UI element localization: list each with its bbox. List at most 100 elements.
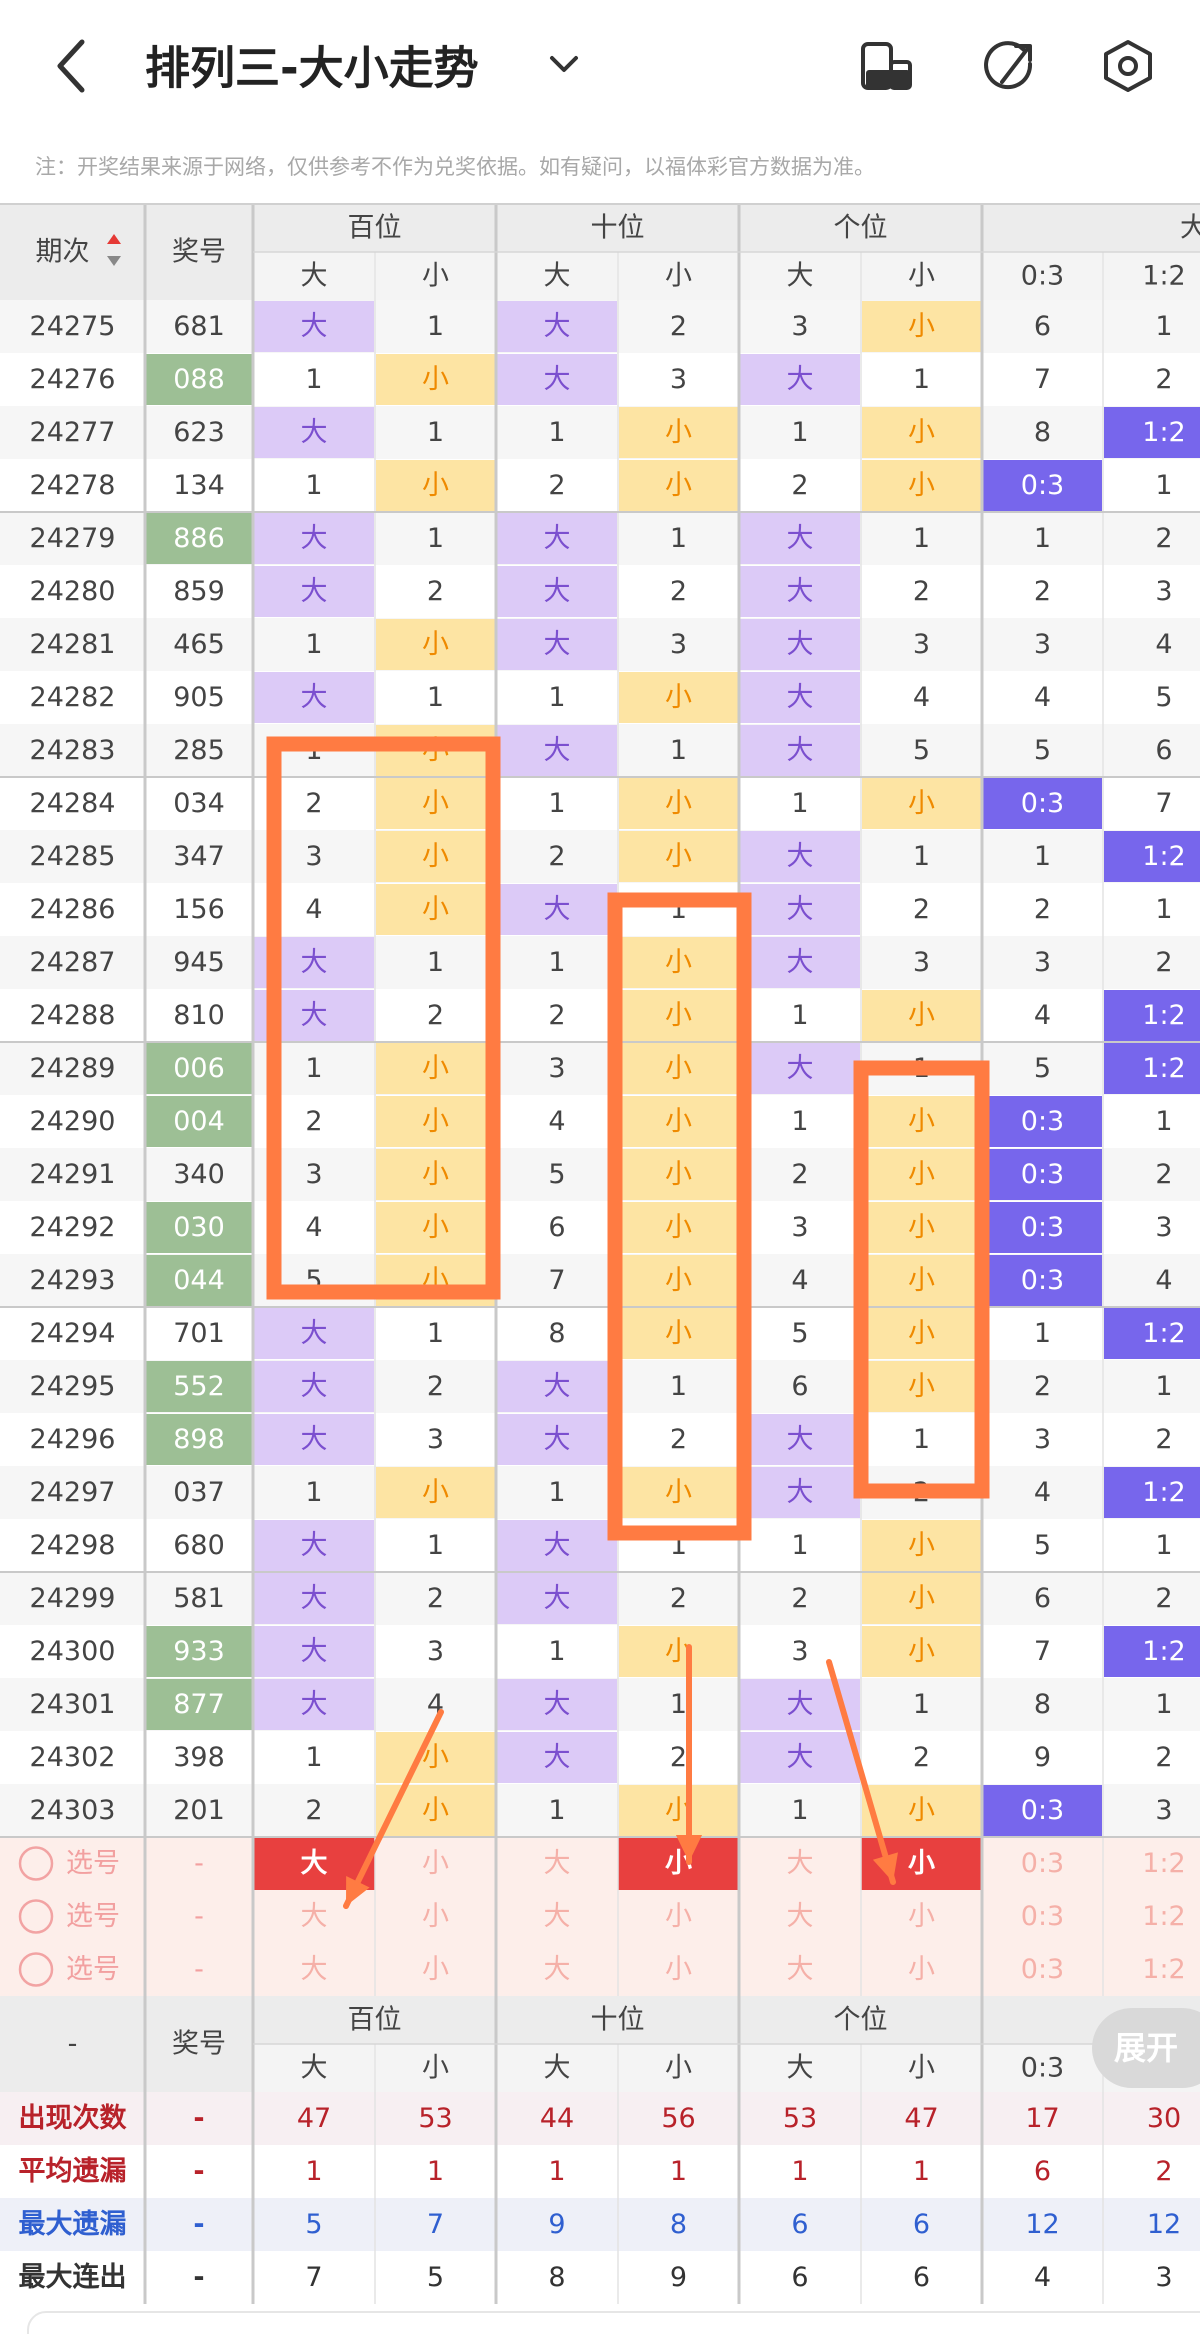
selection-cell[interactable]: 0:3 [1021,1954,1064,1985]
selection-cell[interactable]: 小 [422,1848,449,1879]
selection-cell[interactable]: 大 [787,1848,814,1879]
cell-bg [497,354,617,405]
cell-bg [254,407,374,458]
selection-label: 选号 [66,1848,120,1879]
cell: 3 [1034,629,1051,660]
cell: 1 [1155,1106,1172,1137]
stats-value: 6 [1034,2156,1051,2187]
selection-cell[interactable]: 大 [787,1954,814,1985]
expand-button[interactable] [1092,2008,1200,2088]
stats-value: 56 [661,2103,695,2134]
period: 24291 [30,1159,116,1190]
selection-cell[interactable]: 小 [665,1954,692,1985]
cell-bg [740,672,860,723]
selection-cell[interactable]: 小 [422,1901,449,1932]
cell: 4 [791,1265,808,1296]
select-radio[interactable] [18,1952,54,1987]
selection-cell[interactable]: 1:2 [1142,1901,1185,1932]
group-header: 十位 [591,213,645,244]
selection-cell[interactable]: 大 [787,1901,814,1932]
cell: 1 [305,1477,322,1508]
cell: 1 [548,417,565,448]
period: 24277 [30,417,116,448]
number-highlight [146,1096,252,1147]
period: 24292 [30,1212,116,1243]
stats-value: 7 [427,2209,444,2240]
cell-bg [862,1520,981,1571]
cell: 小 [908,1265,935,1296]
cell: 1 [1155,1689,1172,1720]
cell: 1 [791,1106,808,1137]
cell-bg [497,1361,617,1412]
selection-cell[interactable]: 小 [665,1901,692,1932]
draw-number: 044 [173,1265,225,1296]
selection-cell[interactable]: 1:2 [1142,1848,1185,1879]
cell: 小 [665,788,692,819]
title-dropdown[interactable] [550,56,578,72]
period: 24293 [30,1265,116,1296]
period: 24275 [30,311,116,342]
cell: 1 [1155,1530,1172,1561]
cell-bg [376,1732,495,1783]
draw-number: 156 [173,894,225,925]
period: 24278 [30,470,116,501]
selection-cell[interactable]: 小 [908,1848,935,1879]
icon-part [889,60,912,90]
stats-row-bg [0,2092,1200,2145]
back-button[interactable] [57,39,85,93]
cell-bg [740,1467,860,1518]
selection-cell[interactable]: 小 [908,1901,935,1932]
selection-cell[interactable]: 大 [544,1901,571,1932]
cell-bg [983,1096,1102,1147]
cell: 0:3 [1021,1106,1064,1137]
row-bg [0,1466,1200,1519]
share-icon[interactable] [984,41,1033,90]
selection-cell[interactable]: 大 [301,1848,328,1879]
draw-number: 201 [173,1795,225,1826]
layout-icon[interactable] [861,42,912,90]
cell: 2 [670,576,687,607]
settings-icon[interactable] [1104,40,1152,92]
cell: 小 [908,1795,935,1826]
cell: 2 [1034,894,1051,925]
selection-cell[interactable]: 大 [301,1954,328,1985]
cell: 1 [670,735,687,766]
cell: 1 [1155,470,1172,501]
cell: 3 [1155,1212,1172,1243]
select-radio[interactable] [18,1899,54,1934]
cell: 大 [787,841,814,872]
cell: 大 [301,417,328,448]
cell: 1 [913,523,930,554]
subcolumn-header: 大 [544,2053,571,2084]
cell: 小 [665,1265,692,1296]
selection-cell[interactable]: 1:2 [1142,1954,1185,1985]
cell: 2 [427,1583,444,1614]
selection-cell[interactable]: 大 [301,1901,328,1932]
selection-cell[interactable]: 小 [908,1954,935,1985]
select-radio[interactable] [18,1846,54,1881]
stats-value: 6 [791,2262,808,2293]
stats-label: 平均遗漏 [19,2156,127,2187]
cell: 3 [670,364,687,395]
cell: 0:3 [1021,1795,1064,1826]
cell: 大 [787,629,814,660]
cell: 6 [791,1371,808,1402]
cell-bg [254,1361,374,1412]
selection-cell[interactable]: 大 [544,1848,571,1879]
selection-cell[interactable]: 大 [544,1954,571,1985]
draw-number: 285 [173,735,225,766]
cell-bg [983,1202,1102,1253]
selection-cell[interactable]: 0:3 [1021,1848,1064,1879]
selection-cell[interactable]: 0:3 [1021,1901,1064,1932]
stats-value: 1 [427,2156,444,2187]
cell: 大 [787,523,814,554]
draw-number: 398 [173,1742,225,1773]
cell-bg [862,1255,981,1306]
cell-bg [497,619,617,670]
icon-part [1118,56,1138,76]
cell: 小 [422,1477,449,1508]
notice: 注：开奖结果来源于网络，仅供参考不作为兑奖依据。如有疑问，以福体彩官方数据为准。 [35,155,875,179]
cell: 小 [665,1318,692,1349]
selection-cell[interactable]: 小 [422,1954,449,1985]
cell: 1 [791,1000,808,1031]
